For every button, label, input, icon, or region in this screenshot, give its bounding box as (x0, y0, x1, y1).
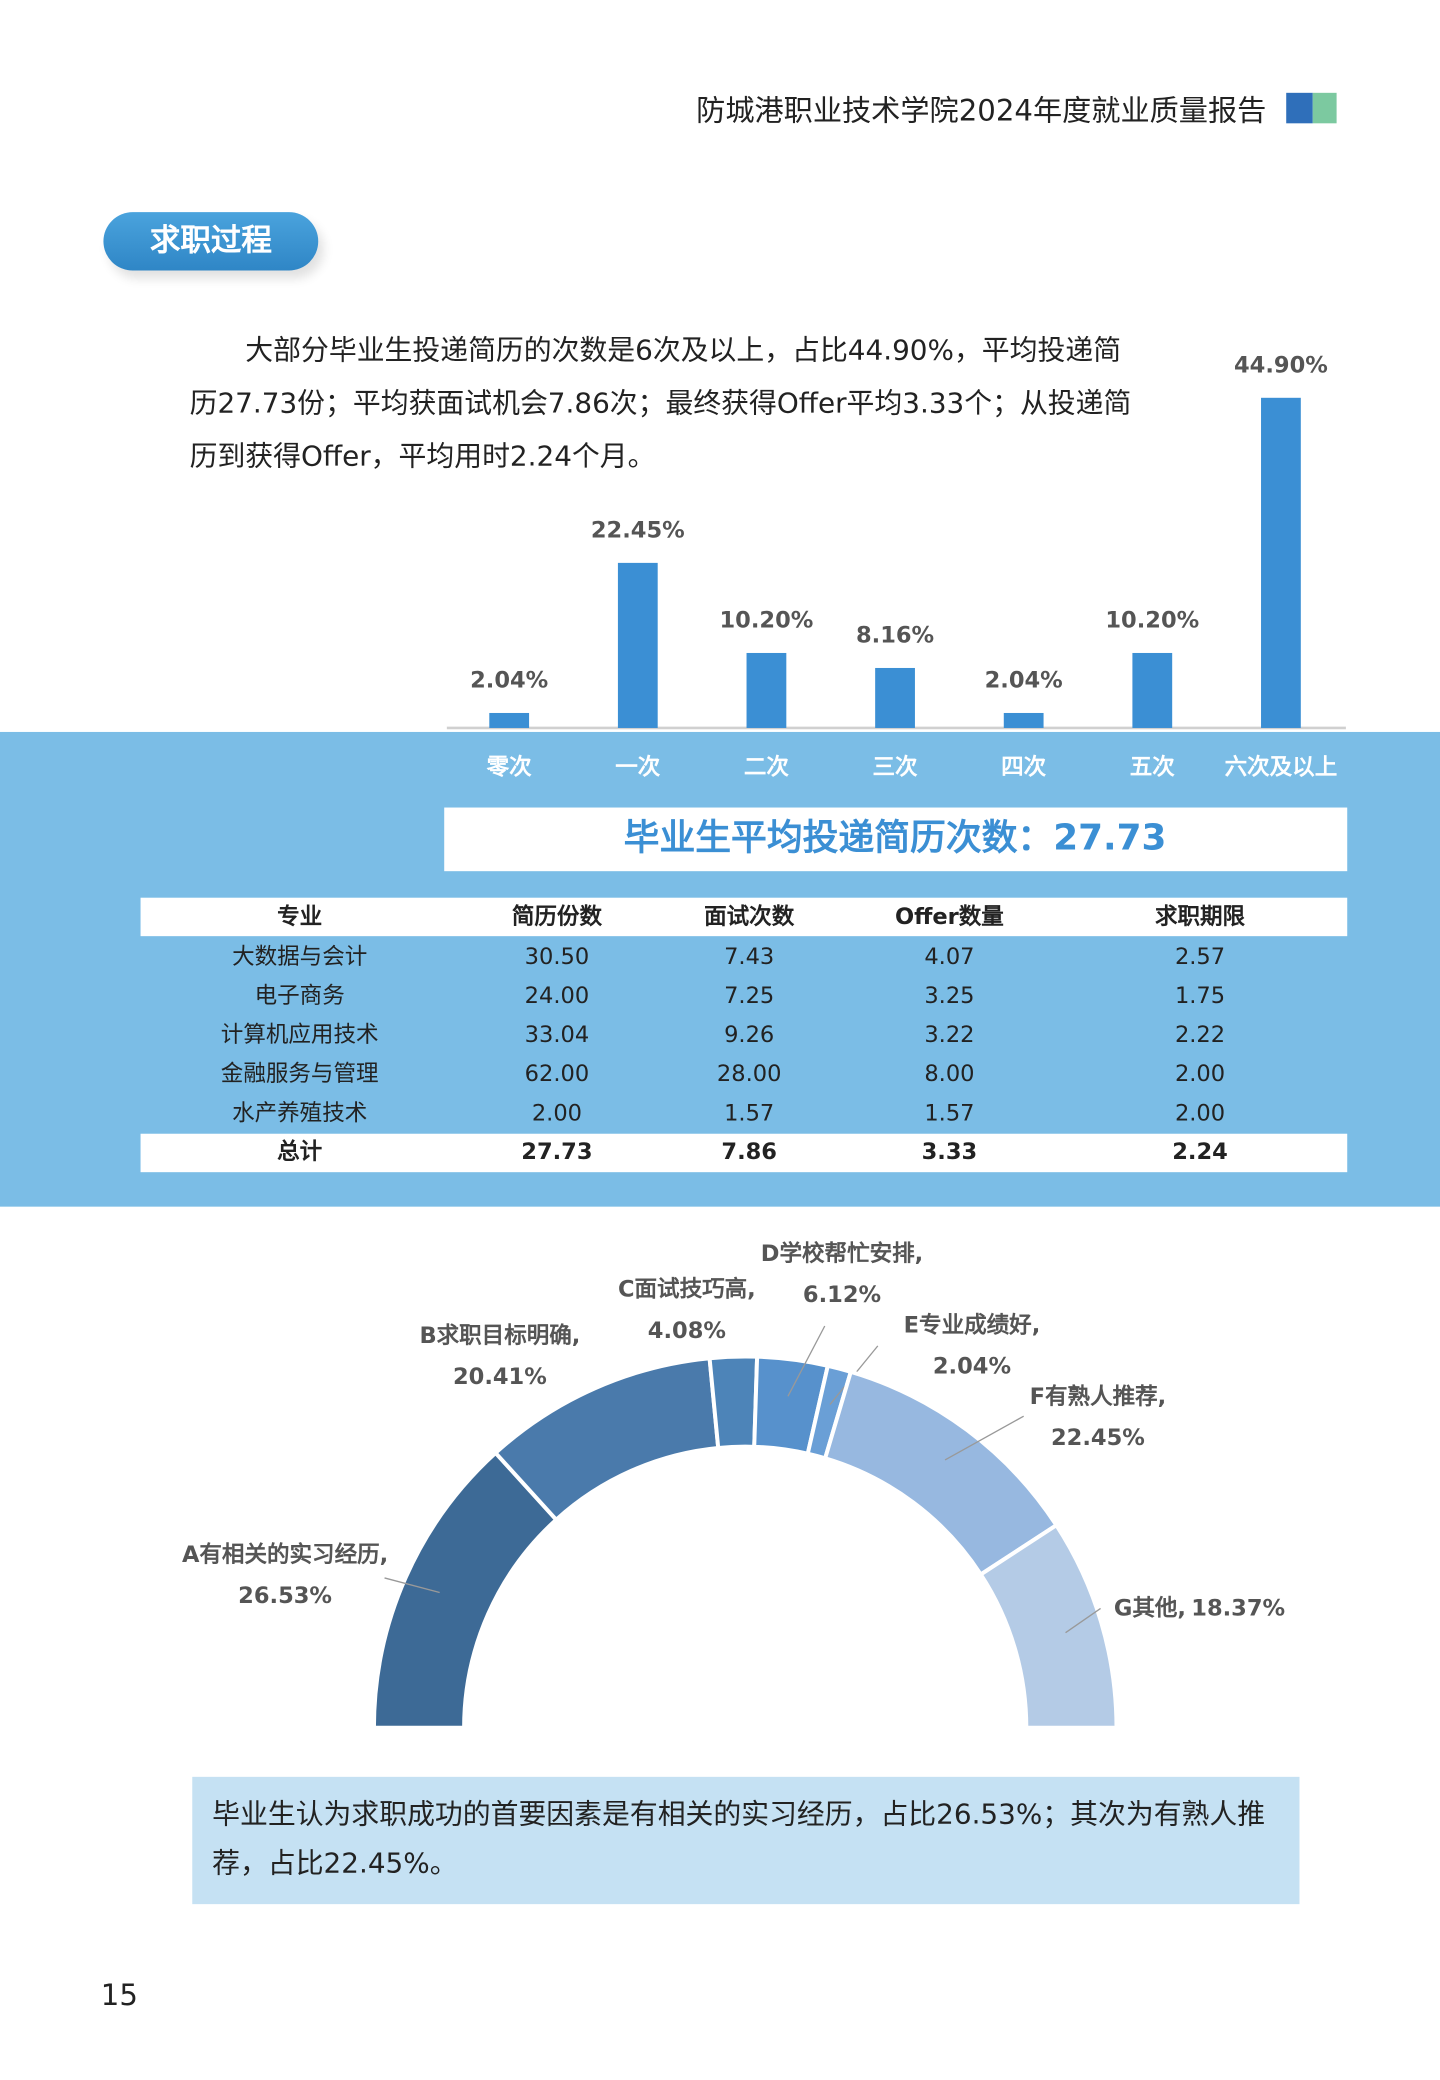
bar (875, 667, 915, 728)
table-cell: 8.00 (924, 1061, 974, 1087)
charts: 毕业生平均投递简历次数：27.73 2.04% 零次 22.45% 一次 10.20% 二… (0, 352, 1440, 1730)
donut-segment (822, 1369, 1060, 1578)
table-cell: 30.50 (525, 944, 590, 970)
table-cell: 1.75 (1175, 983, 1225, 1009)
data-label: 44.90% (1234, 352, 1328, 378)
table-total-bg (140, 1133, 1348, 1173)
data-label: 2.04% (985, 668, 1063, 694)
x-tick-label: 零次 (486, 753, 533, 780)
summary: 毕业生认为求职成功的首要因素是有相关的实习经历，占比26.53%；其次为有熟人推… (192, 1776, 1300, 1905)
table-cell: 7.25 (724, 983, 774, 1009)
value-label: 6.12% (803, 1282, 881, 1308)
bar (617, 562, 658, 728)
donut-segment (707, 1354, 760, 1451)
table-cell: 24.00 (525, 983, 590, 1009)
banner-box (444, 807, 1348, 872)
data-label: 22.45% (591, 518, 685, 544)
table-cell: 计算机应用技术 (221, 1022, 379, 1048)
table-cell: 9.26 (724, 1022, 774, 1048)
header-mark (1312, 92, 1337, 124)
table-cell: 7.43 (724, 944, 774, 970)
data-label: G其他, 18.37% (1114, 1595, 1285, 1621)
table-header-bg (140, 897, 1348, 937)
table-cell: 电子商务 (255, 983, 345, 1009)
table-total: 2.24 (1172, 1139, 1228, 1165)
table-cell: 33.04 (525, 1022, 590, 1048)
category-label: A有相关的实习经历, (182, 1541, 388, 1568)
table-cell: 水产养殖技术 (232, 1100, 367, 1126)
x-tick-label: 四次 (1001, 753, 1047, 780)
bar (746, 652, 787, 728)
table-cell: 金融服务与管理 (221, 1061, 379, 1087)
value-label: 4.08% (648, 1318, 726, 1344)
header-mark (1286, 92, 1313, 124)
table-cell: 28.00 (717, 1061, 782, 1087)
value-label: 26.53% (238, 1583, 332, 1609)
data-label: 8.16% (856, 623, 934, 649)
category-label: E专业成绩好, (904, 1312, 1041, 1339)
table-cell: 1.57 (924, 1100, 974, 1126)
section-title: 求职过程 (103, 212, 319, 271)
category-label: D学校帮忙安排, (761, 1240, 923, 1267)
table-total: 27.73 (521, 1139, 592, 1165)
table-header: 面试次数 (704, 903, 795, 930)
table-total: 7.86 (721, 1139, 777, 1165)
bar (1261, 397, 1301, 728)
value-label: 18.37% (1191, 1595, 1285, 1621)
page-number: 15 (100, 1979, 138, 2013)
leader-line (1065, 1607, 1101, 1634)
table-cell: 3.22 (924, 1022, 974, 1048)
leader-line (944, 1415, 1024, 1461)
x-tick-label: 二次 (744, 753, 790, 780)
page: 防城港职业技术学院2024年度就业质量报告 求职过程 大部分毕业生投递简历的次数… (0, 92, 1440, 2013)
x-tick-label: 六次及以上 (1225, 753, 1338, 780)
category-label: F有熟人推荐, (1030, 1383, 1167, 1410)
x-tick-label: 五次 (1130, 753, 1176, 780)
data-label: 2.04% (470, 668, 548, 694)
table-cell: 2.00 (532, 1100, 582, 1126)
value-label: 22.45% (1051, 1425, 1145, 1451)
table-cell: 4.07 (924, 944, 974, 970)
table-cell: 1.57 (724, 1100, 774, 1126)
table-total: 总计 (277, 1138, 323, 1165)
table-header: 求职期限 (1155, 904, 1246, 930)
table-header: Offer数量 (895, 904, 1004, 930)
data-label: 10.20% (720, 608, 814, 634)
bar (1003, 712, 1044, 728)
table-cell: 2.00 (1175, 1100, 1225, 1126)
table-cell: 2.00 (1175, 1061, 1225, 1087)
value-label: 2.04% (933, 1354, 1011, 1380)
table-cell: 62.00 (525, 1061, 590, 1087)
table-header: 简历份数 (512, 903, 603, 930)
value-label: 20.41% (453, 1364, 547, 1390)
table-cell: 大数据与会计 (232, 944, 367, 970)
bar (1132, 652, 1173, 728)
table-header: 专业 (277, 903, 322, 930)
header-title: 防城港职业技术学院2024年度就业质量报告 (696, 95, 1267, 129)
donut-segment (978, 1522, 1119, 1730)
category-label: C面试技巧高, (618, 1276, 756, 1303)
x-tick-label: 一次 (615, 753, 661, 780)
table-cell: 2.57 (1175, 944, 1225, 970)
table-total: 3.33 (922, 1139, 978, 1165)
x-tick-label: 三次 (873, 753, 919, 780)
table-cell: 3.25 (924, 983, 974, 1009)
banner: 毕业生平均投递简历次数：27.73 (624, 817, 1167, 858)
data-label: 10.20% (1105, 608, 1199, 634)
leader-line (787, 1325, 826, 1397)
bar (489, 712, 530, 728)
donut-segment (371, 1450, 560, 1730)
leader-line (384, 1577, 440, 1594)
category-label: G其他, (1114, 1595, 1186, 1621)
paragraph: 大部分毕业生投递简历的次数是6次及以上，占比44.90%，平均投递简历27.73… (189, 334, 1132, 473)
table-cell: 2.22 (1175, 1022, 1225, 1048)
category-label: B求职目标明确, (419, 1323, 580, 1349)
